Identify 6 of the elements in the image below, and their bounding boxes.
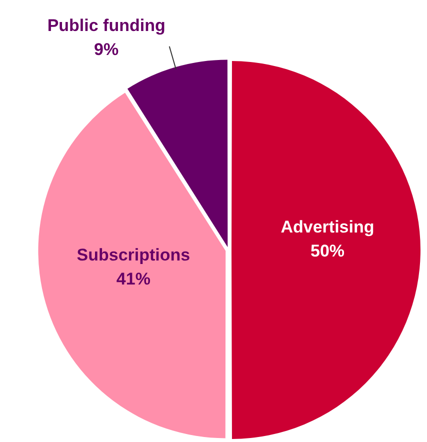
data-label: 50% [310,242,345,261]
slice-label: Advertising [280,218,374,237]
slice-label: Subscriptions [76,245,190,264]
data-label: 41% [116,269,150,288]
slice-label: Public funding [47,16,166,36]
data-label: 9% [94,40,119,60]
